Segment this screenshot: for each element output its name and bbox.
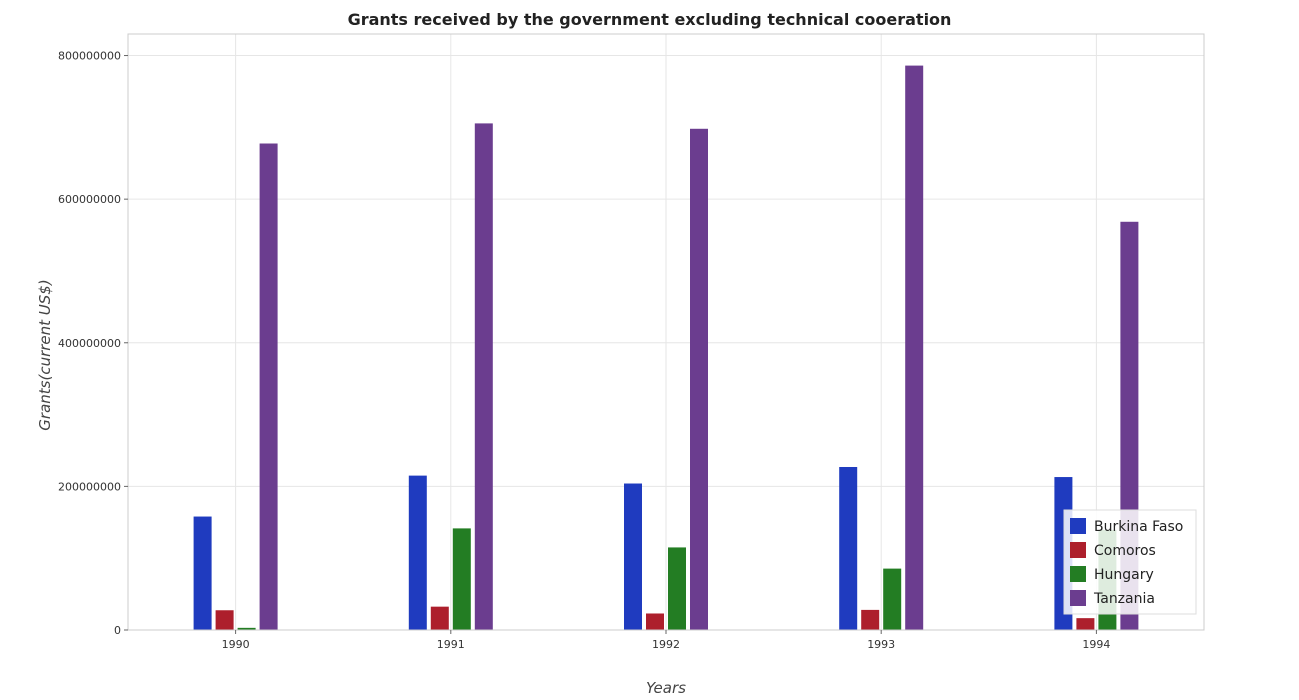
- bar-hungary-1991: [452, 528, 471, 630]
- legend-swatch: [1070, 566, 1086, 582]
- bar-comoros-1993: [861, 609, 880, 630]
- y-tick-label: 400000000: [58, 337, 121, 350]
- y-axis-label: Grants(current US$): [36, 279, 54, 430]
- x-tick-label: 1992: [652, 638, 680, 651]
- x-tick-label: 1994: [1082, 638, 1110, 651]
- bar-hungary-1990: [237, 627, 256, 630]
- legend: Burkina Faso Comoros Hungary Tanzania: [1063, 509, 1197, 615]
- y-tick-label: 800000000: [58, 50, 121, 63]
- legend-swatch: [1070, 590, 1086, 606]
- bar-burkina-faso-1990: [193, 516, 212, 630]
- legend-swatch: [1070, 542, 1086, 558]
- bar-tanzania-1992: [690, 128, 708, 631]
- legend-label: Comoros: [1094, 543, 1156, 559]
- bar-tanzania-1993: [905, 65, 924, 630]
- y-tick-label: 600000000: [58, 193, 121, 206]
- axes: 0 200000000 400000000 600000000 800000000 199…: [58, 33, 1205, 651]
- bar-tanzania-1991: [474, 123, 493, 631]
- legend-label: Tanzania: [1093, 591, 1155, 607]
- x-tick-label: 1991: [437, 638, 465, 651]
- legend-swatch: [1070, 518, 1086, 534]
- x-axis-label: Years: [646, 679, 686, 697]
- legend-label: Hungary: [1094, 567, 1154, 583]
- bar-comoros-1991: [430, 606, 449, 630]
- y-tick-label: 0: [114, 624, 121, 637]
- bar-burkina-faso-1993: [839, 466, 858, 630]
- bar-comoros-1992: [646, 613, 664, 630]
- bar-tanzania-1990: [259, 143, 278, 630]
- grid-lines: [128, 34, 1204, 631]
- bar-hungary-1993: [883, 568, 902, 630]
- bar-comoros-1990: [215, 610, 234, 630]
- x-tick-label: 1990: [222, 638, 250, 651]
- y-tick-label: 200000000: [58, 480, 121, 493]
- x-tick-label: 1993: [867, 638, 895, 651]
- legend-label: Burkina Faso: [1094, 519, 1183, 535]
- bar-comoros-1994: [1076, 618, 1095, 630]
- bar-burkina-faso-1992: [624, 483, 642, 630]
- bar-burkina-faso-1991: [408, 475, 427, 630]
- bar-hungary-1992: [668, 547, 686, 630]
- chart-title: Grants received by the government exclud…: [347, 10, 952, 29]
